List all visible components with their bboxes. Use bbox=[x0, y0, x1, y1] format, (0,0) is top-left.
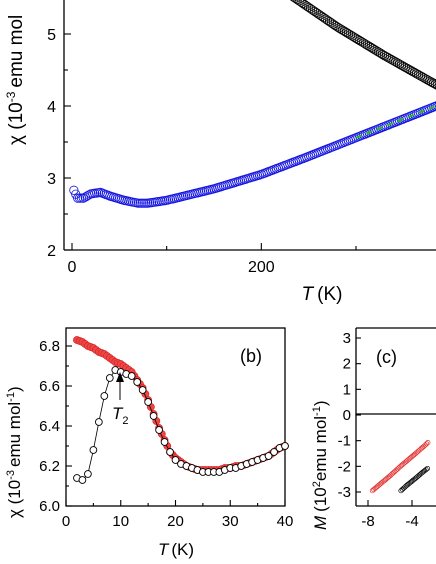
panel-a-ticks: 02004006002345 bbox=[47, 27, 357, 276]
panel-b-series-1-point bbox=[127, 372, 136, 380]
panel-a-series-1-point bbox=[73, 193, 83, 203]
panel-a-series-2-mark bbox=[386, 122, 394, 127]
panel-b-series-1-point bbox=[94, 418, 103, 426]
panel-a-series-2-mark bbox=[428, 105, 435, 110]
panel-b-series-1-point bbox=[270, 448, 278, 456]
panel-a-series-1-point bbox=[84, 190, 94, 200]
panel-b-x-tick-label: 20 bbox=[167, 513, 184, 530]
panel-c-label: (c) bbox=[376, 347, 397, 367]
panel-b-series-1-point bbox=[149, 412, 158, 420]
panel-a-x-tick-label: 200 bbox=[248, 259, 275, 276]
panel-a-series-1-point bbox=[141, 198, 151, 208]
panel-b-ticks: 0 10 20 30 40 6.0 6.2 6.4 6.6 6.8 bbox=[39, 338, 293, 530]
panel-c-y-tick-label: 0 bbox=[343, 407, 351, 424]
panel-b-y-tick-label: 6.6 bbox=[39, 378, 60, 395]
panel-c-series-1-point bbox=[401, 485, 407, 491]
panel-b-x-label: T (K) bbox=[158, 540, 194, 559]
panel-a-series-1-point bbox=[429, 102, 436, 112]
panel-b-series-1-point bbox=[100, 392, 109, 400]
panel-c-series-1-point bbox=[402, 484, 408, 490]
panel-b-series-1-point bbox=[133, 378, 142, 386]
panel-a-series-1-point bbox=[434, 101, 436, 108]
panel-c-series-0-point bbox=[425, 440, 431, 446]
panel-a-y-label: χ (10-3emu mol bbox=[4, 15, 27, 145]
panel-b-data bbox=[73, 336, 289, 484]
panel-c-y-label: M(102emu mol-1) bbox=[311, 400, 330, 530]
panel-b-series-1-point bbox=[281, 442, 289, 450]
panel-b: 0 10 20 30 40 6.0 6.2 6.4 6.6 6.8 (b) T2 T (K) χ (… bbox=[5, 327, 293, 559]
panel-b-series-1-point bbox=[78, 476, 87, 484]
panel-b-x-tick-label: 0 bbox=[62, 513, 70, 530]
panel-c-series-0-point bbox=[389, 471, 395, 477]
panel-c-y-tick-label: -1 bbox=[338, 433, 351, 450]
panel-a-series-0-point bbox=[432, 80, 436, 90]
panel-a-x-label: T (K) bbox=[302, 284, 343, 305]
panel-b-series-1-point bbox=[166, 448, 174, 456]
panel-b-y-tick-label: 6.0 bbox=[39, 498, 60, 515]
panel-a-y-tick-label: 2 bbox=[47, 243, 56, 260]
panel-c-series-1-point bbox=[398, 488, 404, 494]
panel-b-y-tick-label: 6.8 bbox=[39, 338, 60, 355]
panel-c-y-tick-label: 3 bbox=[343, 330, 351, 347]
panel-a-series-1-point bbox=[133, 198, 143, 208]
panel-a-y-tick-label: 3 bbox=[47, 171, 56, 188]
panel-a-series-1-point bbox=[135, 198, 145, 208]
panel-b-series-1-point bbox=[138, 386, 147, 394]
panel-b-series-1-point bbox=[171, 456, 180, 464]
panel-b-series-1-point bbox=[89, 446, 98, 454]
panel-b-series-1-point bbox=[155, 426, 163, 434]
panel-c-series-1-point bbox=[399, 486, 405, 493]
panel-b-annotation: T2 bbox=[112, 404, 129, 427]
panel-a-series-2-mark bbox=[418, 109, 425, 114]
panel-a-series-1-point bbox=[76, 193, 87, 203]
panel-c-x-tick-label: -4 bbox=[405, 513, 418, 530]
panel-c-series-0-point bbox=[390, 470, 397, 476]
panel-a-series-2-mark bbox=[366, 130, 373, 135]
panel-c-series-0-point bbox=[396, 465, 402, 471]
panel-a-series-2-mark bbox=[397, 118, 404, 123]
panel-c-series-0-point bbox=[394, 466, 401, 472]
panel-b-x-tick-label: 10 bbox=[112, 513, 129, 530]
panel-b-label: (b) bbox=[240, 346, 262, 366]
panel-a-y-tick-label: 5 bbox=[47, 27, 56, 44]
panel-a-y-tick-label: 4 bbox=[47, 99, 56, 116]
panel-c-y-tick-label: 1 bbox=[343, 381, 351, 398]
panel-b-y-label: χ (10-3emu mol-1) bbox=[5, 386, 24, 518]
panel-c-series-0-point bbox=[423, 441, 430, 447]
panel-b-annotation-arrowhead bbox=[116, 372, 124, 382]
panel-c-ticks: -8 -4 3 2 1 0 -1 -2 -3 bbox=[338, 330, 419, 530]
panel-b-series-1-point bbox=[105, 374, 114, 382]
panel-b-y-tick-label: 6.4 bbox=[39, 418, 60, 435]
panel-a-data bbox=[69, 0, 436, 208]
panel-c-y-tick-label: -3 bbox=[338, 484, 351, 501]
panel-b-x-tick-label: 40 bbox=[277, 513, 294, 530]
panel-a-series-1-point bbox=[137, 198, 147, 208]
panel-c: -8 -4 3 2 1 0 -1 -2 -3 (c) M(102emu mol-1) bbox=[311, 327, 436, 530]
panel-a-series-2-mark bbox=[355, 134, 363, 139]
panel-b-series-1-point bbox=[84, 470, 92, 478]
panel-c-series-0-point bbox=[393, 467, 399, 473]
panel-c-series-0-point bbox=[392, 468, 398, 474]
panel-b-series-1-point bbox=[160, 438, 169, 446]
panel-c-data bbox=[369, 440, 431, 494]
panel-a-series-1-point bbox=[139, 198, 149, 208]
panel-a-series-2-mark bbox=[376, 126, 383, 131]
panel-a-series-2-mark bbox=[407, 113, 415, 119]
panel-c-x-tick-label: -8 bbox=[361, 513, 374, 530]
panel-a: 02004006002345 T(K) χ (10-3emu mol bbox=[4, 0, 436, 305]
panel-b-series-1-point bbox=[264, 452, 273, 460]
panel-a-x-tick-label: 0 bbox=[68, 259, 77, 276]
panel-c-series-1-point bbox=[424, 465, 430, 472]
panel-c-y-tick-label: -2 bbox=[338, 458, 351, 475]
panel-b-x-tick-label: 30 bbox=[222, 513, 239, 530]
panel-c-series-0-point bbox=[421, 443, 427, 449]
panel-c-series-1-point bbox=[423, 466, 429, 473]
panel-a-series-1-point bbox=[432, 101, 436, 110]
panel-c-series-0-point bbox=[422, 442, 428, 448]
panel-b-y-tick-label: 6.2 bbox=[39, 458, 60, 475]
panel-a-series-0-point bbox=[434, 83, 436, 90]
panel-b-series-1-point bbox=[144, 398, 152, 406]
panel-c-y-tick-label: 2 bbox=[343, 356, 351, 373]
